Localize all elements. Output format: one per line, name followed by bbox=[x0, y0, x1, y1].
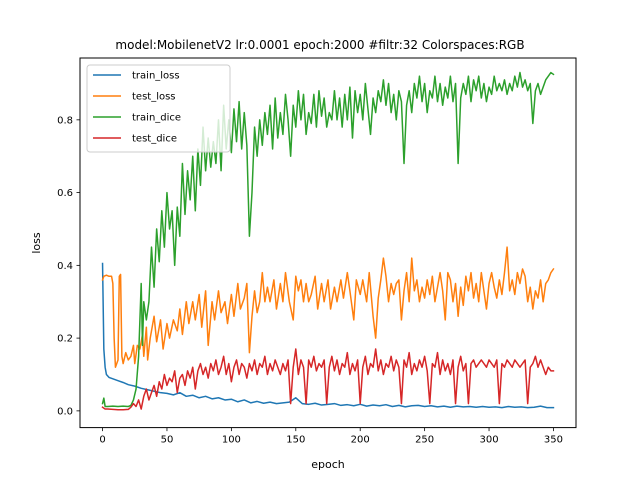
series-lines bbox=[101, 71, 555, 411]
plot-frame bbox=[79, 57, 577, 429]
chart-title: model:MobilenetV2 lr:0.0001 epoch:2000 #… bbox=[115, 38, 524, 52]
legend-label-train-loss: train_loss bbox=[132, 71, 180, 82]
y-tick-label: 0.4 bbox=[57, 261, 73, 272]
legend-box bbox=[86, 64, 231, 153]
legend-label-train-dice: train_dice bbox=[132, 113, 181, 124]
legend-label-test-loss: test_loss bbox=[132, 92, 176, 103]
y-tick-label: 0.0 bbox=[57, 406, 73, 417]
x-tick-label: 250 bbox=[415, 435, 434, 446]
y-axis-label: loss bbox=[30, 232, 43, 254]
series-line-test-loss bbox=[101, 246, 555, 368]
x-tick-label: 350 bbox=[544, 435, 563, 446]
y-tick-label: 0.2 bbox=[57, 334, 73, 345]
y-tick-label: 0.8 bbox=[57, 115, 73, 126]
x-tick-label: 200 bbox=[351, 435, 370, 446]
x-axis-ticks: 0 50 100 150 200 250 300 350 bbox=[99, 427, 563, 446]
x-tick-label: 100 bbox=[222, 435, 241, 446]
y-tick-label: 0.6 bbox=[57, 188, 73, 199]
y-axis-ticks: 0.0 0.2 0.4 0.6 0.8 bbox=[57, 115, 80, 417]
series-line-train-dice bbox=[101, 71, 555, 408]
legend: train_loss test_loss train_dice test_dice bbox=[86, 64, 231, 153]
x-tick-label: 50 bbox=[161, 435, 174, 446]
series-line-test-dice bbox=[101, 348, 555, 411]
x-tick-label: 300 bbox=[479, 435, 498, 446]
x-tick-label: 0 bbox=[99, 435, 105, 446]
x-tick-label: 150 bbox=[286, 435, 305, 446]
x-axis-label: epoch bbox=[311, 458, 345, 471]
legend-label-test-dice: test_dice bbox=[132, 134, 177, 145]
